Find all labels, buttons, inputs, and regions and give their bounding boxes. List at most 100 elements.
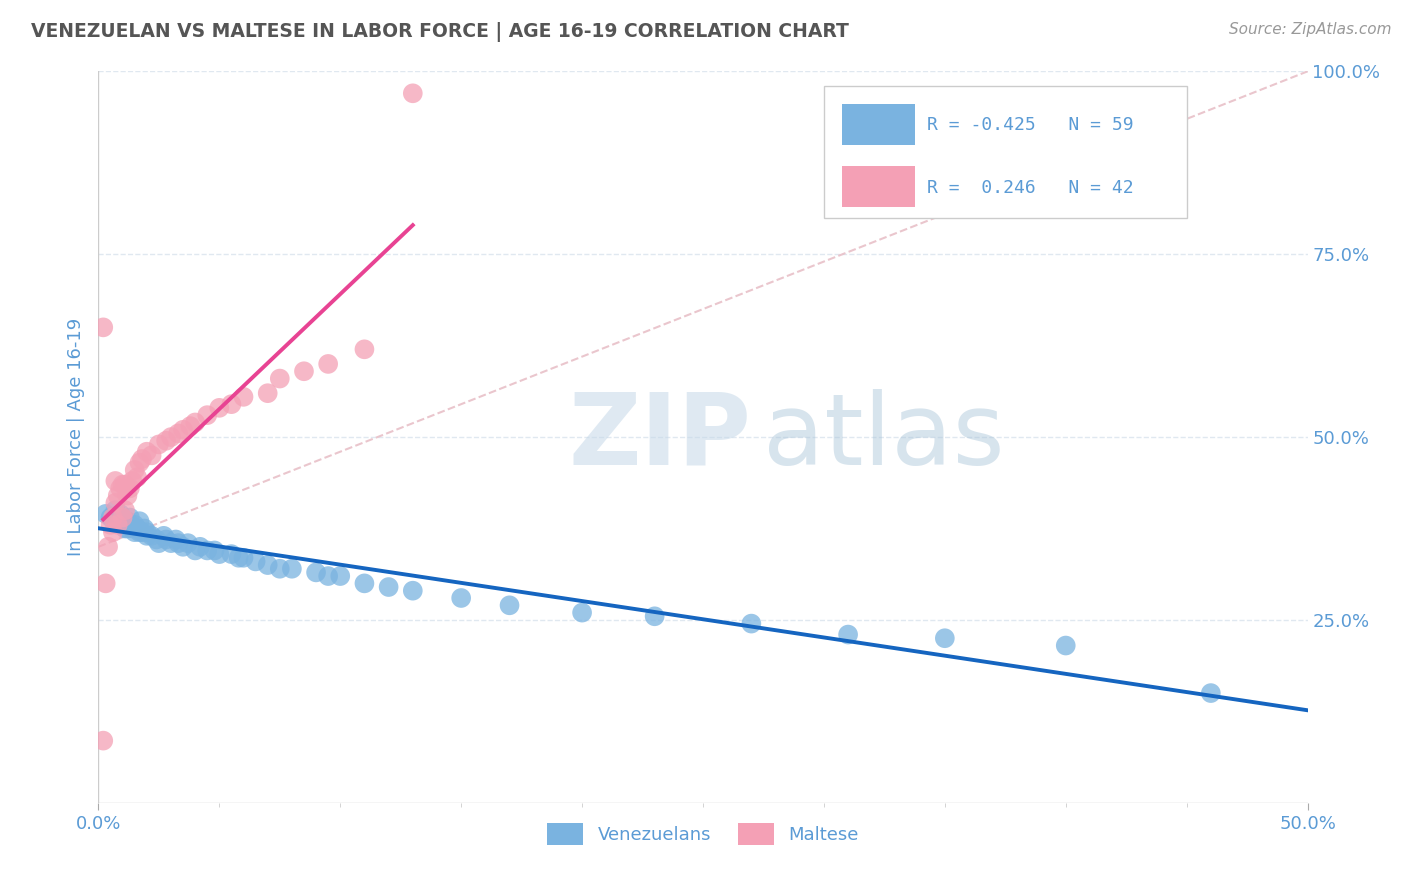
Point: [256, 558, 278, 573]
Point: [256, 386, 278, 401]
Point: [281, 562, 304, 576]
Point: [104, 496, 127, 510]
Point: [316, 357, 339, 371]
Point: [195, 543, 218, 558]
Point: [127, 470, 149, 484]
Point: [184, 543, 207, 558]
Point: [97, 540, 120, 554]
Point: [148, 437, 170, 451]
Text: R =  0.246   N = 42: R = 0.246 N = 42: [927, 179, 1133, 197]
Point: [155, 434, 177, 448]
FancyBboxPatch shape: [842, 167, 915, 207]
Point: [305, 566, 328, 580]
Point: [179, 419, 201, 434]
Point: [117, 521, 139, 535]
Point: [160, 536, 183, 550]
Point: [353, 576, 375, 591]
Point: [135, 525, 157, 540]
Point: [152, 529, 174, 543]
Point: [644, 609, 666, 624]
Point: [91, 733, 114, 747]
Point: [269, 562, 291, 576]
Point: [160, 430, 183, 444]
Point: [228, 550, 250, 565]
Point: [232, 550, 254, 565]
Point: [188, 540, 211, 554]
Point: [101, 510, 124, 524]
Point: [114, 503, 136, 517]
Point: [221, 547, 243, 561]
Point: [104, 474, 127, 488]
Point: [135, 444, 157, 458]
Point: [316, 569, 339, 583]
Point: [117, 514, 139, 528]
Point: [94, 507, 117, 521]
Point: [124, 517, 146, 532]
Point: [107, 489, 129, 503]
Point: [172, 540, 194, 554]
Point: [117, 489, 139, 503]
Text: atlas: atlas: [763, 389, 1005, 485]
Point: [145, 533, 167, 547]
Point: [108, 481, 131, 495]
Point: [292, 364, 315, 378]
Point: [221, 397, 243, 411]
Point: [128, 514, 150, 528]
Point: [155, 533, 177, 547]
Point: [450, 591, 472, 605]
Point: [121, 474, 143, 488]
Point: [208, 547, 231, 561]
Point: [124, 463, 146, 477]
Point: [402, 583, 425, 598]
Point: [107, 514, 129, 528]
Point: [740, 616, 762, 631]
Point: [118, 510, 141, 524]
Point: [128, 456, 150, 470]
Point: [108, 507, 131, 521]
Point: [232, 390, 254, 404]
Point: [148, 536, 170, 550]
Point: [135, 529, 157, 543]
Point: [167, 536, 190, 550]
FancyBboxPatch shape: [824, 86, 1187, 218]
Point: [118, 481, 141, 495]
Point: [177, 536, 200, 550]
Point: [571, 606, 593, 620]
Text: Source: ZipAtlas.com: Source: ZipAtlas.com: [1229, 22, 1392, 37]
Point: [204, 543, 226, 558]
Point: [101, 525, 124, 540]
Point: [94, 576, 117, 591]
Point: [100, 517, 122, 532]
Point: [195, 408, 218, 422]
Text: ZIP: ZIP: [568, 389, 751, 485]
Point: [837, 627, 859, 641]
Legend: Venezuelans, Maltese: Venezuelans, Maltese: [540, 816, 866, 852]
Point: [91, 320, 114, 334]
Point: [245, 554, 267, 568]
Point: [208, 401, 231, 415]
Point: [934, 632, 956, 646]
Point: [1199, 686, 1222, 700]
Point: [402, 87, 425, 101]
Point: [124, 525, 146, 540]
Point: [107, 517, 129, 532]
Point: [111, 510, 134, 524]
Point: [111, 514, 134, 528]
Point: [111, 517, 134, 532]
Point: [111, 477, 134, 491]
Point: [131, 525, 153, 540]
Point: [269, 371, 291, 385]
Point: [377, 580, 399, 594]
Point: [167, 426, 190, 441]
Point: [131, 452, 153, 467]
Point: [128, 525, 150, 540]
Point: [172, 423, 194, 437]
Point: [121, 521, 143, 535]
Point: [329, 569, 352, 583]
Point: [104, 503, 127, 517]
Point: [353, 343, 375, 357]
Point: [184, 416, 207, 430]
Point: [1054, 639, 1077, 653]
Point: [114, 521, 136, 535]
Point: [100, 510, 122, 524]
